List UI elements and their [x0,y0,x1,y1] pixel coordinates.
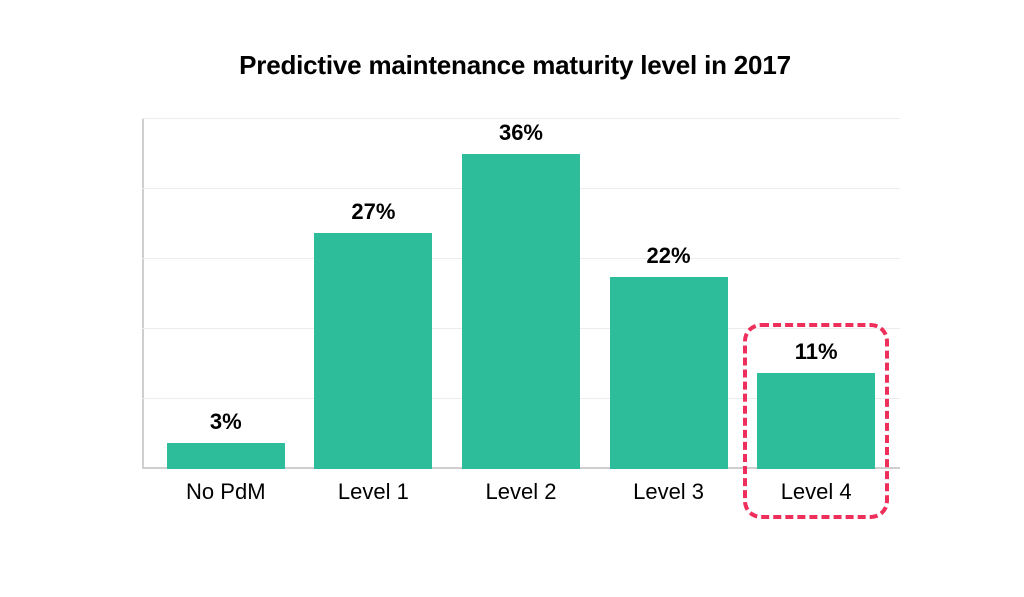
bar-column: 3% [167,443,285,469]
bar-column: 22% [610,277,728,470]
bar [610,277,728,470]
x-axis-label: No PdM [167,479,285,505]
bar-column: 27% [314,233,432,469]
bar [314,233,432,469]
bar [462,154,580,469]
chart-container: Predictive maintenance maturity level in… [130,50,900,505]
bar-column: 36% [462,154,580,469]
bar-value-label: 36% [462,120,580,146]
plot-area: 3% 27% 36% 22% 11% [142,119,900,469]
bars-group: 3% 27% 36% 22% 11% [142,119,900,469]
x-labels: No PdM Level 1 Level 2 Level 3 Level 4 [142,469,900,505]
chart-title: Predictive maintenance maturity level in… [130,50,900,81]
bar-value-label: 22% [610,243,728,269]
bar-value-label: 11% [757,339,875,365]
bar-value-label: 27% [314,199,432,225]
bar [167,443,285,469]
x-axis-label: Level 4 [757,479,875,505]
x-axis-label: Level 1 [314,479,432,505]
bar [757,373,875,469]
bar-column: 11% [757,373,875,469]
bar-value-label: 3% [167,409,285,435]
x-axis-label: Level 3 [610,479,728,505]
x-axis-label: Level 2 [462,479,580,505]
